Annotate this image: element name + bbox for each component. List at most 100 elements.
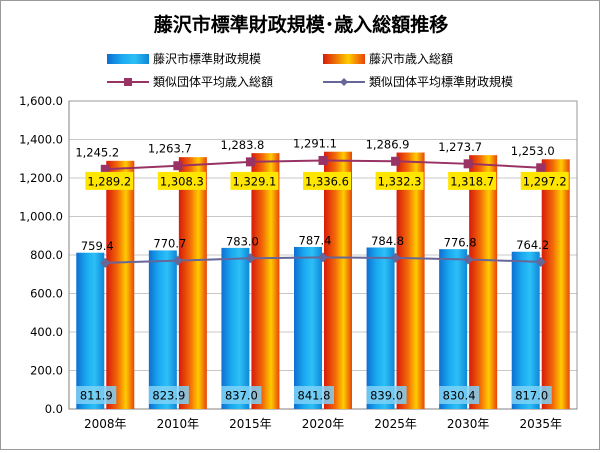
bar-standard-scale	[366, 247, 395, 409]
data-label-standard-scale: 811.9	[80, 389, 113, 403]
data-label-box-standard-scale	[294, 386, 334, 404]
data-label-revenue-total: 1,336.6	[305, 174, 349, 188]
bar-revenue-total	[469, 155, 498, 409]
legend-label-similar-revenue: 類似団体平均歳入総額	[153, 75, 273, 89]
data-label-standard-scale: 837.0	[225, 389, 258, 403]
y-axis: 0.0 200.0 400.0 600.0 800.0 1,000.0 1,200.0 1,4…	[19, 94, 70, 416]
y-tick-label: 1,000.0	[19, 210, 63, 224]
data-label-similar-standard-scale: 776.8	[444, 235, 477, 249]
bar-revenue-total	[106, 160, 135, 409]
bar-standard-scale	[439, 249, 468, 409]
data-label-similar-revenue: 1,245.2	[75, 145, 119, 159]
legend-label-standard-scale: 藤沢市標準財政規模	[153, 51, 261, 66]
y-tick-label: 600.0	[30, 287, 63, 301]
data-label-standard-scale: 830.4	[443, 389, 476, 403]
bar-standard-scale	[511, 251, 540, 409]
similar-revenue-total-marker	[391, 156, 401, 166]
data-label-standard-scale: 839.0	[370, 389, 403, 403]
data-labels: 1,245.2 1,289.2 759.4 811.9 1,263.7 1,308.3 77…	[75, 136, 569, 404]
x-tick-label: 2008年	[84, 417, 127, 431]
legend-marker-similar-revenue	[124, 78, 132, 86]
data-label-box-standard-scale	[148, 386, 189, 404]
data-label-box-standard-scale	[511, 386, 552, 404]
data-label-similar-standard-scale: 784.8	[371, 234, 404, 248]
data-label-box-standard-scale	[366, 386, 407, 404]
bar-revenue-total	[251, 153, 280, 409]
data-label-similar-revenue: 1,291.1	[293, 136, 337, 150]
y-tick-label: 1,600.0	[19, 94, 63, 108]
bar-revenue-total	[178, 157, 207, 409]
similar-standard-scale-marker	[245, 253, 256, 264]
bar-revenue-total	[324, 151, 352, 409]
similar-revenue-total-marker	[100, 164, 110, 174]
data-label-similar-standard-scale: 764.2	[516, 238, 549, 252]
y-tick-label: 1,200.0	[19, 171, 63, 185]
similar-standard-scale-marker	[390, 252, 401, 263]
y-tick-label: 800.0	[30, 248, 63, 262]
x-axis: 2008年 2010年 2015年 2020年 2025年 2030年 2035年	[69, 408, 577, 431]
similar-revenue-total-marker	[245, 157, 255, 167]
chart-title: 藤沢市標準財政規模･歳入総額推移	[154, 13, 449, 36]
bar-revenue-total	[541, 159, 570, 409]
x-tick-label: 2025年	[374, 417, 417, 431]
y-tick-label: 400.0	[30, 325, 63, 339]
bar-standard-scale	[294, 246, 322, 409]
x-tick-label: 2020年	[302, 417, 345, 431]
similar-standard-scale-marker	[463, 254, 474, 265]
data-label-revenue-total: 1,329.1	[232, 174, 276, 188]
data-label-similar-revenue: 1,263.7	[148, 142, 192, 156]
legend-label-revenue-total: 藤沢市歳入総額	[369, 51, 453, 66]
data-label-standard-scale: 817.0	[515, 389, 548, 403]
data-label-revenue-total: 1,332.3	[378, 174, 422, 188]
data-label-standard-scale: 841.8	[298, 389, 331, 403]
legend-swatch-standard-scale	[107, 54, 149, 64]
x-tick-label: 2015年	[229, 417, 272, 431]
lines	[100, 155, 546, 268]
data-label-revenue-total: 1,297.2	[523, 174, 567, 188]
data-label-similar-revenue: 1,253.0	[511, 144, 555, 158]
data-label-similar-standard-scale: 759.4	[81, 239, 114, 253]
data-label-similar-standard-scale: 783.0	[226, 234, 259, 248]
x-tick-label: 2010年	[157, 417, 200, 431]
y-tick-label: 0.0	[45, 402, 63, 416]
similar-standard-scale-marker	[100, 257, 111, 268]
data-label-box-standard-scale	[439, 386, 480, 404]
legend-marker-similar-scale	[340, 78, 348, 86]
data-label-box-standard-scale	[221, 386, 262, 404]
similar-revenue-total-marker	[173, 161, 183, 171]
data-label-box-revenue-total	[157, 171, 206, 190]
y-tick-label: 1,400.0	[19, 133, 63, 147]
legend: 藤沢市標準財政規模 藤沢市歳入総額 類似団体平均歳入総額 類似団体平均標準財政規…	[107, 51, 513, 89]
x-tick-label: 2035年	[519, 417, 562, 431]
data-label-revenue-total: 1,308.3	[160, 174, 204, 188]
y-tick-label: 200.0	[30, 364, 63, 378]
data-label-standard-scale: 823.9	[152, 389, 185, 403]
data-label-box-standard-scale	[76, 386, 117, 404]
similar-standard-scale-marker	[535, 256, 546, 267]
data-label-box-revenue-total	[448, 171, 497, 190]
similar-revenue-total-marker	[463, 159, 473, 169]
data-label-box-revenue-total	[303, 171, 351, 190]
data-label-revenue-total: 1,318.7	[450, 174, 494, 188]
bar-revenue-total	[396, 152, 425, 409]
data-label-box-revenue-total	[520, 171, 569, 190]
data-label-similar-standard-scale: 787.4	[299, 233, 332, 247]
bar-standard-scale	[76, 252, 105, 409]
data-label-revenue-total: 1,289.2	[87, 174, 131, 188]
x-tick-label: 2030年	[447, 417, 490, 431]
similar-revenue-total-marker	[318, 155, 328, 165]
data-label-box-revenue-total	[230, 171, 279, 190]
bars	[76, 151, 570, 409]
similar-revenue-total-marker	[536, 163, 546, 173]
bar-standard-scale	[221, 247, 250, 409]
data-label-similar-revenue: 1,283.8	[220, 138, 264, 152]
data-label-box-revenue-total	[85, 171, 134, 190]
bar-standard-scale	[148, 250, 177, 409]
legend-label-similar-scale: 類似団体平均標準財政規模	[369, 74, 513, 89]
data-label-similar-revenue: 1,286.9	[366, 137, 410, 151]
data-label-similar-revenue: 1,273.7	[438, 140, 482, 154]
similar-standard-scale-marker	[318, 252, 328, 263]
data-label-similar-standard-scale: 770.7	[153, 237, 186, 251]
